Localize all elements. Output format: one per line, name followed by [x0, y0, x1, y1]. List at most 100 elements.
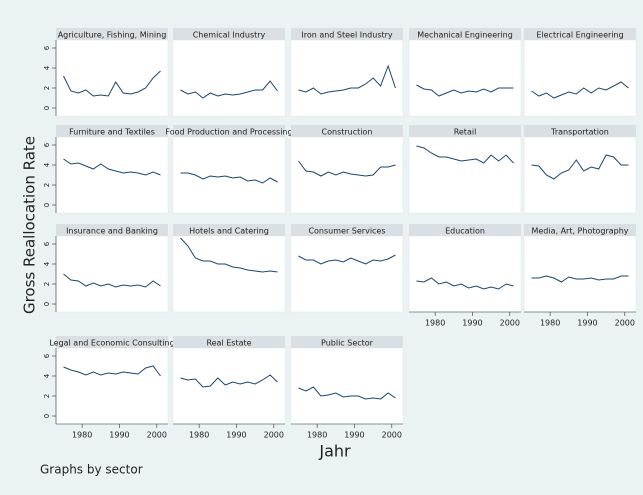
panel-title: Legal and Economic Consulting — [49, 339, 174, 348]
panel-title: Agriculture, Fishing, Mining — [58, 31, 167, 40]
plot-region — [523, 136, 637, 214]
panel-header — [409, 224, 521, 236]
y-tick-label: 4 — [43, 261, 51, 266]
y-tick-label: 2 — [43, 282, 51, 286]
plot-region — [55, 39, 169, 117]
x-tick-label: 1980 — [425, 319, 445, 328]
x-tick-label: 2000 — [615, 319, 635, 328]
panel-title: Food Production and Processing — [165, 128, 292, 137]
panel-header — [56, 336, 168, 348]
plot-region — [172, 235, 286, 313]
y-tick-label: 6 — [43, 353, 51, 358]
series-line — [63, 70, 161, 97]
y-tick-label: 0 — [43, 106, 51, 110]
panel-header — [56, 28, 168, 40]
x-tick-label: 1990 — [462, 319, 482, 328]
panel-title: Consumer Services — [308, 227, 385, 236]
series-line — [298, 64, 396, 95]
panel-title: Public Sector — [321, 339, 374, 348]
series-line — [298, 254, 396, 265]
series-line — [531, 81, 629, 99]
panel-title: Mechanical Engineering — [417, 31, 513, 40]
panel-header — [291, 28, 403, 40]
plot-region — [408, 235, 522, 313]
panel-title: Retail — [454, 128, 477, 137]
y-tick-label: 0 — [43, 302, 51, 306]
x-tick-label: 1980 — [189, 431, 209, 440]
y-tick-label: 6 — [43, 142, 51, 147]
panel-header — [173, 28, 285, 40]
y-tick-label: 0 — [43, 414, 51, 418]
plot-region — [290, 39, 404, 117]
x-tick-label: 1980 — [72, 431, 92, 440]
x-tick-label: 1990 — [109, 431, 129, 440]
y-tick-label: 4 — [43, 373, 51, 378]
plot-region — [172, 347, 286, 425]
series-line — [63, 158, 161, 176]
series-line — [416, 277, 514, 290]
plot-region — [523, 235, 637, 313]
panel-header — [173, 336, 285, 348]
series-line — [298, 386, 396, 400]
x-tick-label: 2000 — [264, 431, 284, 440]
y-tick-label: 6 — [43, 241, 51, 246]
x-tick-label: 1990 — [577, 319, 597, 328]
panel-title: Chemical Industry — [193, 31, 266, 40]
plot-region — [290, 136, 404, 214]
panel-header — [173, 125, 285, 137]
y-tick-label: 2 — [43, 86, 51, 90]
x-tick-label: 1990 — [226, 431, 246, 440]
y-tick-label: 4 — [43, 65, 51, 70]
series-line — [416, 145, 514, 164]
x-tick-label: 1980 — [540, 319, 560, 328]
plot-region — [523, 39, 637, 117]
panel-header — [524, 28, 636, 40]
series-line — [416, 84, 514, 97]
x-tick-label: 2000 — [147, 431, 167, 440]
panel-header — [291, 125, 403, 137]
plot-region — [290, 235, 404, 313]
panel-title: Media, Art, Photography — [531, 227, 628, 236]
x-tick-label: 1990 — [344, 431, 364, 440]
x-tick-label: 2000 — [382, 431, 402, 440]
panel-header — [409, 28, 521, 40]
panel-header — [524, 125, 636, 137]
series-line — [180, 374, 278, 388]
plot-region — [55, 347, 169, 425]
series-line — [531, 154, 629, 180]
y-tick-label: 2 — [43, 394, 51, 398]
series-line — [63, 365, 161, 377]
panel-title: Electrical Engineering — [536, 31, 623, 40]
y-tick-label: 2 — [43, 183, 51, 187]
panel-title: Transportation — [550, 128, 609, 137]
series-line — [180, 80, 278, 99]
panel-title: Iron and Steel Industry — [301, 31, 393, 40]
series-line — [180, 237, 278, 273]
plot-region — [55, 235, 169, 313]
plot-region — [55, 136, 169, 214]
panel-header — [56, 224, 168, 236]
panel-title: Hotels and Catering — [189, 227, 269, 236]
plot-region — [408, 136, 522, 214]
x-tick-label: 2000 — [500, 319, 520, 328]
y-axis-title: Gross Reallocation Rate — [21, 136, 39, 314]
plot-region — [172, 136, 286, 214]
panel-header — [56, 125, 168, 137]
series-line — [180, 172, 278, 184]
panel-header — [524, 224, 636, 236]
panel-title: Construction — [322, 128, 373, 137]
y-tick-label: 0 — [43, 203, 51, 207]
panel-header — [173, 224, 285, 236]
panel-title: Real Estate — [206, 339, 251, 348]
series-line — [531, 275, 629, 283]
note: Graphs by sector — [40, 463, 143, 477]
panel-title: Furniture and Textiles — [69, 128, 155, 137]
plot-region — [408, 39, 522, 117]
y-tick-label: 6 — [43, 45, 51, 50]
panel-header — [409, 125, 521, 137]
x-tick-label: 1980 — [307, 431, 327, 440]
plot-region — [290, 347, 404, 425]
panel-header — [291, 224, 403, 236]
